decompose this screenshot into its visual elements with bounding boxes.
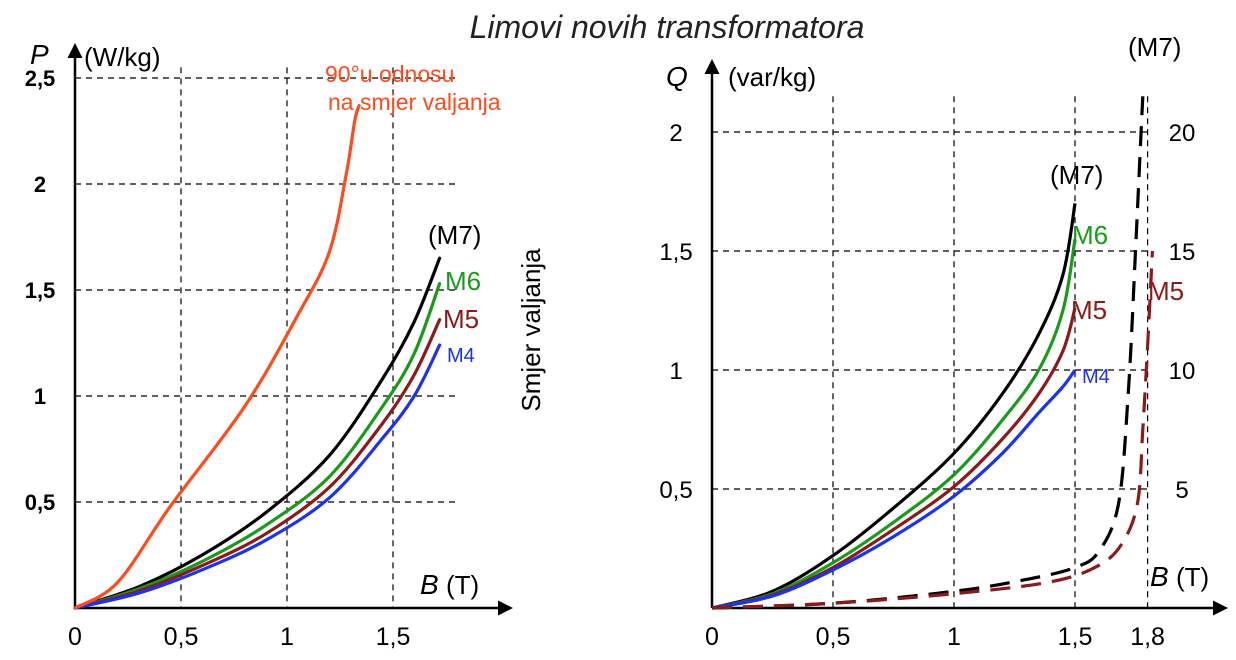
series-label-m6-solid: M6 [1072,220,1108,250]
y-axis-unit-left: (W/kg) [84,42,161,72]
x-axis-unit-right: (T) [1176,562,1209,592]
y-tick-label: 1 [34,384,46,409]
x-tick-label: 0 [68,623,82,651]
x-tick-label: 0,5 [816,623,851,651]
x-tick-label: 0,5 [164,623,199,651]
series-line-m7-solid [711,203,1077,610]
series-line-m6 [73,282,442,610]
x-tick-label: 1,8 [1130,623,1165,651]
x-axis-unit-left: (T) [446,570,479,600]
series-label-m5-dashed: M5 [1148,276,1184,306]
series-label-m5-solid: M5 [1071,295,1107,325]
series-line-m7 [73,256,442,610]
x-tick-label: 0 [705,623,719,651]
series-line-m5 [73,318,442,610]
ticks-right: 0 0,5 1 1,5 1,8 0,5 1 1,5 2 5 10 15 20 [659,120,1195,651]
chart-reactive-power: Q (var/kg) B (T) (M7) 0 0,5 1 1,5 1,8 0,5 1 1,5… [659,32,1228,651]
x-tick-label: 1,5 [1058,623,1093,651]
cross-direction-label: na smjer valjanja [328,89,501,115]
x-tick-label: 1 [280,623,294,651]
series-labels-right: (M7) M6 M5 M4 M5 [1050,160,1184,388]
secondary-axis-label: (M7) [1128,32,1181,62]
y-tick-label-left: 0,5 [659,477,692,504]
y-tick-label-left: 2 [669,120,682,147]
y-axis-unit-right: (var/kg) [728,62,816,92]
chart-power-loss: P (W/kg) B (T) 0 0,5 1 1,5 0,5 1 1,5 2 2,5 (M7) M… [25,39,513,651]
series-right [711,96,1154,610]
series-line-m5-solid [711,307,1077,610]
series-left [73,104,442,610]
x-axis-var-left: B [420,569,439,600]
x-tick-label: 1,5 [376,623,411,651]
series-label-m4-solid: M4 [1082,366,1110,388]
y-tick-label: 2 [34,172,46,197]
y-tick-label-secondary: 5 [1175,477,1188,504]
series-line-m6-solid [711,238,1077,610]
y-tick-label-secondary: 20 [1169,120,1196,147]
y-tick-label-left: 1,5 [659,239,692,266]
series-label-m7: (M7) [428,220,481,250]
series-label-m7-solid: (M7) [1050,160,1103,190]
cross-direction-label: 90°u odnosu [325,61,454,87]
series-line-cross [73,104,361,610]
x-axis-var-right: B [1150,561,1169,592]
y-tick-label-left: 1 [669,358,682,385]
ticks-left: 0 0,5 1 1,5 0,5 1 1,5 2 2,5 [25,66,411,651]
y-tick-label: 2,5 [25,66,56,91]
series-label-m4: M4 [447,345,475,367]
y-tick-label-secondary: 10 [1169,358,1196,385]
x-tick-label: 1 [947,623,961,651]
series-label-m5: M5 [443,304,479,334]
chart-title: Limovi novih transformatora [470,9,865,45]
y-tick-label: 1,5 [25,278,56,303]
y-axis-var-left: P [30,39,49,70]
series-line-m4 [73,343,442,610]
series-line-m4-solid [711,369,1077,610]
y-axis-var-right: Q [666,61,688,92]
y-tick-label-secondary: 15 [1169,239,1196,266]
rolling-direction-label: Smjer valjanja [516,248,546,412]
series-label-m6: M6 [445,266,481,296]
grid-left [75,67,459,608]
y-tick-label: 0,5 [25,490,56,515]
